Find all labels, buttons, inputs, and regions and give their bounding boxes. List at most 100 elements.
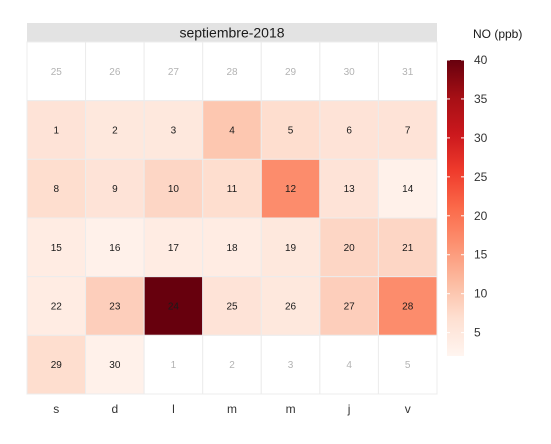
legend-tick-label: 25 — [474, 170, 488, 184]
day-number: 2 — [229, 360, 235, 371]
day-number: 1 — [54, 126, 60, 137]
day-cell — [319, 334, 379, 395]
day-cell — [260, 217, 321, 278]
day-number: 3 — [171, 126, 177, 137]
day-number: 28 — [402, 302, 414, 313]
weekday-label: l — [172, 402, 175, 416]
day-number: 20 — [344, 243, 356, 254]
legend-title: NO (ppb) — [473, 27, 522, 41]
day-cell — [143, 158, 204, 219]
day-cell — [26, 158, 87, 219]
day-cell — [377, 334, 438, 395]
day-number: 8 — [54, 184, 60, 195]
day-number: 19 — [285, 243, 297, 254]
day-cell — [143, 100, 204, 160]
day-number: 21 — [402, 243, 414, 254]
day-cell — [26, 276, 87, 336]
day-cell — [85, 100, 145, 160]
day-cell — [260, 100, 321, 160]
day-cell — [85, 158, 145, 219]
day-number: 13 — [344, 184, 356, 195]
day-number: 30 — [109, 360, 121, 371]
day-cell — [202, 217, 262, 278]
day-number: 7 — [405, 126, 411, 137]
weekday-label: d — [112, 402, 119, 416]
day-number: 15 — [51, 243, 63, 254]
day-cell — [319, 276, 379, 336]
day-cell — [377, 100, 438, 160]
day-number: 3 — [288, 360, 294, 371]
day-cell — [85, 217, 145, 278]
chart-title: septiembre-2018 — [179, 25, 284, 41]
day-cell — [377, 41, 438, 102]
legend-tick-label: 30 — [474, 131, 488, 145]
day-number: 4 — [346, 360, 352, 371]
legend-tick-label: 20 — [474, 209, 488, 223]
facet-strip — [27, 23, 437, 42]
day-number: 29 — [285, 67, 297, 78]
day-number: 26 — [109, 67, 121, 78]
day-cell — [26, 41, 87, 102]
day-cell — [143, 276, 204, 336]
day-cell — [260, 276, 321, 336]
day-number: 14 — [402, 184, 414, 195]
day-number: 17 — [168, 243, 180, 254]
legend-tick-label: 15 — [474, 248, 488, 262]
day-number: 2 — [112, 126, 118, 137]
day-number: 5 — [288, 126, 294, 137]
day-number: 18 — [226, 243, 238, 254]
legend-colorbar — [447, 60, 464, 356]
day-cell — [260, 158, 321, 219]
weekday-label: v — [405, 402, 411, 416]
legend-ticks: 5 10 15 20 25 30 35 40 — [447, 53, 488, 340]
day-number: 16 — [109, 243, 121, 254]
day-cell — [202, 100, 262, 160]
weekday-label: s — [53, 402, 59, 416]
day-number: 4 — [229, 126, 235, 137]
day-number: 30 — [344, 67, 356, 78]
day-cell — [26, 217, 87, 278]
legend-tick-label: 40 — [474, 53, 488, 67]
day-number: 12 — [285, 184, 297, 195]
day-cell — [202, 158, 262, 219]
day-number: 26 — [285, 302, 297, 313]
day-number: 11 — [227, 184, 238, 195]
day-number: 5 — [405, 360, 411, 371]
day-number: 24 — [168, 302, 180, 313]
day-cell — [260, 334, 321, 395]
legend-tick-label: 10 — [474, 287, 488, 301]
weekday-label: m — [286, 402, 296, 416]
day-cell — [377, 217, 438, 278]
day-number: 29 — [51, 360, 63, 371]
day-number: 27 — [344, 302, 356, 313]
day-cell — [319, 158, 379, 219]
day-number: 6 — [346, 126, 352, 137]
day-number: 1 — [171, 360, 177, 371]
day-cell — [377, 276, 438, 336]
day-cell — [143, 334, 204, 395]
day-cell — [202, 276, 262, 336]
day-cell — [143, 217, 204, 278]
day-number: 9 — [112, 184, 118, 195]
day-cell — [202, 334, 262, 395]
day-number: 31 — [402, 67, 414, 78]
day-number: 25 — [226, 302, 238, 313]
day-cell — [377, 158, 438, 219]
legend: NO (ppb) 5 10 15 20 25 30 35 40 — [447, 27, 522, 356]
day-cell — [319, 217, 379, 278]
day-number: 22 — [51, 302, 63, 313]
day-cell — [26, 100, 87, 160]
day-number: 23 — [109, 302, 121, 313]
weekday-label: m — [227, 402, 237, 416]
legend-tick-label: 5 — [474, 326, 481, 340]
day-number: 28 — [226, 67, 238, 78]
day-cell — [85, 334, 145, 395]
day-number: 27 — [168, 67, 180, 78]
day-number: 25 — [51, 67, 63, 78]
weekday-label: j — [347, 402, 351, 416]
legend-tick-label: 35 — [474, 92, 488, 106]
day-number: 10 — [168, 184, 180, 195]
